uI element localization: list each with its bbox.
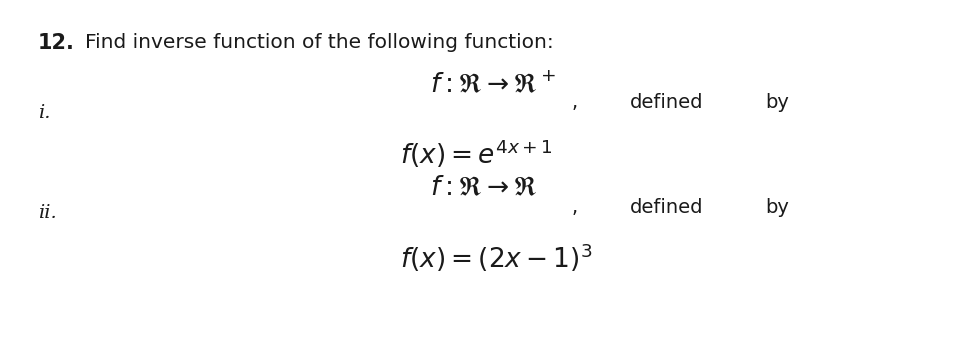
Text: Find inverse function of the following function:: Find inverse function of the following f… bbox=[85, 33, 554, 52]
Text: defined: defined bbox=[630, 94, 704, 113]
Text: by: by bbox=[765, 199, 789, 217]
Text: defined: defined bbox=[630, 199, 704, 217]
Text: $f:\mathfrak{R}\rightarrow\mathfrak{R}^+$: $f:\mathfrak{R}\rightarrow\mathfrak{R}^+… bbox=[430, 71, 556, 98]
Text: i.: i. bbox=[38, 104, 51, 122]
Text: by: by bbox=[765, 94, 789, 113]
Text: ,: , bbox=[572, 199, 578, 217]
Text: 12.: 12. bbox=[38, 33, 75, 53]
Text: ,: , bbox=[572, 94, 578, 113]
Text: $f(x)=(2x-1)^3$: $f(x)=(2x-1)^3$ bbox=[400, 241, 593, 273]
Text: ii.: ii. bbox=[38, 204, 56, 222]
Text: $f:\mathfrak{R}\rightarrow\mathfrak{R}$: $f:\mathfrak{R}\rightarrow\mathfrak{R}$ bbox=[430, 175, 538, 200]
Text: $f(x)=e^{4x+1}$: $f(x)=e^{4x+1}$ bbox=[400, 138, 553, 171]
